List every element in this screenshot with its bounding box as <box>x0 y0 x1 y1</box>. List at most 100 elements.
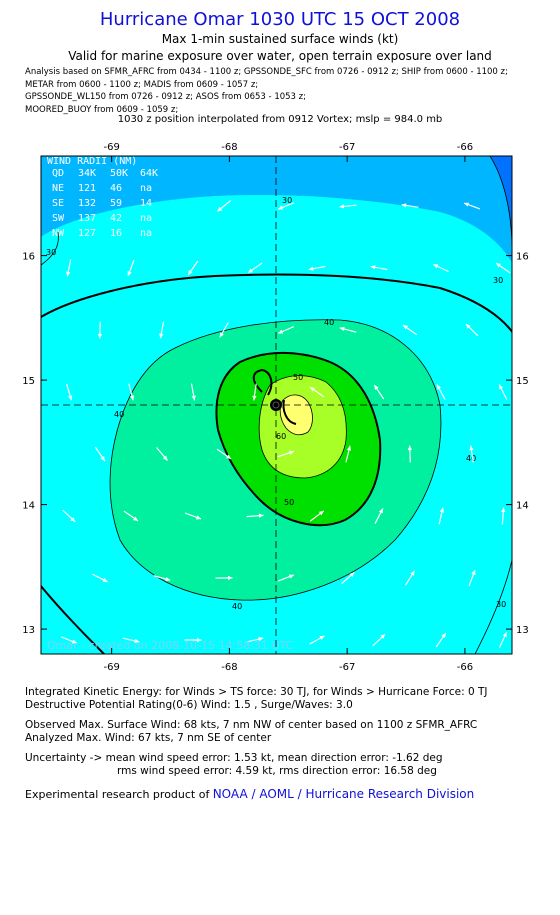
wind-arrow-head <box>319 635 325 640</box>
storm-center <box>270 399 282 411</box>
contour-bold <box>282 399 297 425</box>
wind-radii-cell: na <box>140 213 152 224</box>
wind-arrow-head <box>318 510 324 516</box>
ike-line: Integrated Kinetic Energy: for Winds > T… <box>25 686 488 698</box>
wind-arrow-head <box>499 384 504 390</box>
noaa-aoml-hrd-link[interactable]: NOAA / AOML / Hurricane Research Divisio… <box>212 787 475 801</box>
contour-labels: 30 30 30 30 40 40 40 40 50 50 60 <box>46 196 506 611</box>
wind-arrow-head <box>159 333 164 339</box>
wind-arrow-head <box>439 507 445 513</box>
contour-thin <box>109 319 442 601</box>
wind-arrow-head <box>97 333 103 339</box>
wind-radii-cell: SE <box>52 198 64 209</box>
wind-arrow-head <box>133 516 139 521</box>
analysis-sources: Analysis based on SFMR_AFRC from 0434 - … <box>25 66 555 116</box>
wind-radii-cell: SW <box>52 213 65 224</box>
credit-line: Experimental research product of NOAA / … <box>25 788 487 802</box>
contour-label: 40 <box>466 454 476 463</box>
wind-arrow-head <box>349 572 355 577</box>
uncertainty-line: Uncertainty -> mean wind speed error: 1.… <box>25 752 443 764</box>
contour-thin <box>258 375 347 479</box>
lat-tick-label-left: 16 <box>22 252 35 263</box>
wind-radii-cell: 121 <box>78 183 96 194</box>
contour-label: 30 <box>46 248 56 257</box>
lat-tick-label-right: 14 <box>516 501 529 512</box>
wind-arrow-head <box>464 202 469 207</box>
wind-arrow-head <box>378 508 383 514</box>
contour-bold <box>252 368 273 396</box>
wind-radii-cell: 46 <box>110 183 122 194</box>
wind-radii-cell: NW <box>52 228 65 239</box>
validity-note: Valid for marine exposure over water, op… <box>68 49 492 63</box>
contour-label: 30 <box>493 276 503 285</box>
wind-radii-table: WIND RADII (NM) QD 34K 50K 64K NE 121 46 na SE 13… <box>47 156 158 239</box>
wind-arrow-head <box>401 203 407 208</box>
lon-tick-label-bottom: -69 <box>103 662 119 673</box>
wind-arrow-head <box>346 445 352 451</box>
lon-tick-label-top: -69 <box>103 142 119 153</box>
contour-thin <box>474 559 512 654</box>
contours-bold <box>41 273 512 654</box>
wind-arrow-head <box>219 332 224 338</box>
lon-tick-label-top: -68 <box>221 142 237 153</box>
wind-arrow-head <box>471 570 476 576</box>
wind-arrow-head <box>441 632 446 638</box>
contour-thin <box>41 231 59 266</box>
watermark: Omar - created on 2008-10-15 14:58:31 UT… <box>47 639 294 652</box>
wind-radii-cell: 42 <box>110 213 122 224</box>
dpr-line: Destructive Potential Rating(0-6) Wind: … <box>25 699 353 711</box>
wind-radii-cell: 14 <box>140 198 152 209</box>
map-title: Hurricane Omar 1030 UTC 15 OCT 2008 <box>99 9 461 30</box>
wind-radii-header-cell: 34K <box>78 168 96 179</box>
wind-radii-title: WIND RADII (NM) <box>47 156 137 167</box>
contour-label: 40 <box>324 318 334 327</box>
analysis-line: MOORED_BUOY from 0609 - 1059 z; <box>25 104 179 115</box>
wind-arrow-head <box>339 204 345 209</box>
lon-tick-label-top: -67 <box>339 142 355 153</box>
wind-arrow-head <box>502 632 507 638</box>
wind-arrow-head <box>100 456 105 462</box>
lat-tick-label-left: 14 <box>22 501 35 512</box>
wind-arrow-head <box>308 266 314 271</box>
wind-arrow-head <box>465 324 471 329</box>
axis-ticks: -69 -69 -68 -68 -67 -67 -66 -66 16 16 15 15 14 14 13 13 <box>22 142 528 673</box>
wind-arrow-head <box>380 634 386 639</box>
lon-tick-label-bottom: -68 <box>221 662 237 673</box>
wind-arrow-head <box>196 637 202 643</box>
contour-bold <box>41 273 512 334</box>
plot-frame <box>40 155 513 655</box>
wind-arrow-head <box>374 384 379 390</box>
wind-arrow-head <box>134 638 140 644</box>
position-note: 1030 z position interpolated from 0912 V… <box>117 114 443 125</box>
wind-arrow-head <box>410 570 415 576</box>
wind-radii-header-cell: 50K <box>110 168 128 179</box>
wind-arrow-head <box>191 395 196 401</box>
contour-label: 50 <box>284 498 294 507</box>
wind-arrow-head <box>278 329 284 334</box>
wind-arrow-head <box>66 271 71 277</box>
lat-tick-label-right: 16 <box>516 252 529 263</box>
uncertainty-rms-line: rms wind speed error: 4.59 kt, rms direc… <box>117 765 437 777</box>
wind-radii-cell: 137 <box>78 213 96 224</box>
wind-field-map: 30 30 30 30 40 40 40 40 50 50 60 WIND RA… <box>22 142 528 673</box>
storm-center-marker <box>270 399 282 411</box>
wind-radii-header-cell: QD <box>52 168 64 179</box>
wind-arrow-head <box>70 517 76 522</box>
lat-tick-label-right: 15 <box>516 376 529 387</box>
wind-arrow-head <box>129 395 135 401</box>
wind-arrow-head <box>188 270 193 275</box>
wind-arrow-head <box>165 576 171 582</box>
analysis-line: Analysis based on SFMR_AFRC from 0434 - … <box>25 67 508 77</box>
wind-arrow-head <box>407 445 413 451</box>
wind-arrow-head <box>258 636 264 642</box>
wind-arrow-head <box>469 445 474 451</box>
contour-label: 30 <box>496 600 506 609</box>
wind-arrow-head <box>162 455 168 461</box>
wind-arrow-head <box>433 264 439 269</box>
wind-arrow-head <box>217 206 223 212</box>
contour-label: 50 <box>293 373 303 382</box>
wind-arrow-head <box>402 325 408 330</box>
contour-label: 60 <box>276 432 286 441</box>
analyzed-max-wind: Analyzed Max. Wind: 67 kts, 7 nm SE of c… <box>25 732 272 744</box>
wind-radii-cell: 16 <box>110 228 122 239</box>
